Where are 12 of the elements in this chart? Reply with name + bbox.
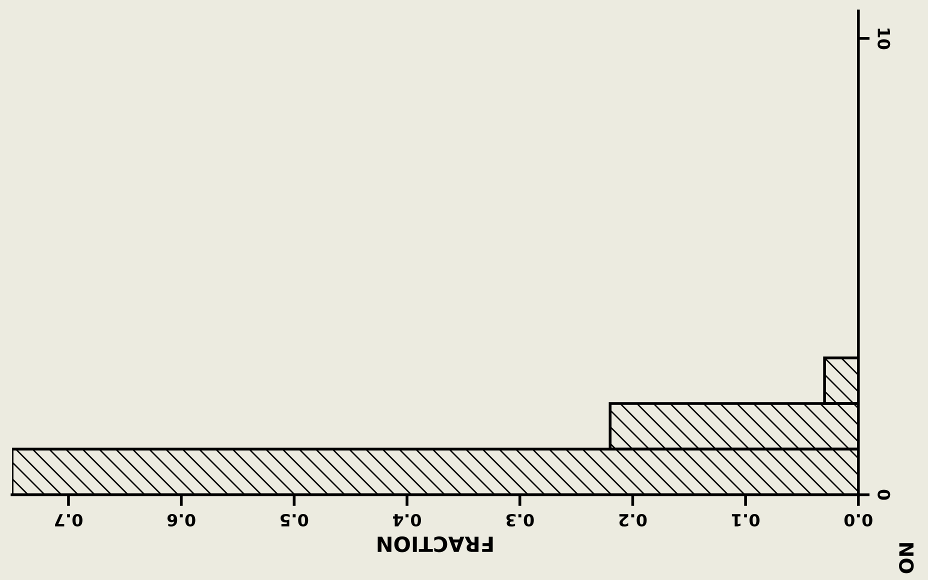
y-tick-label: 0 <box>878 490 890 500</box>
y-tick-label: 10 <box>878 28 890 50</box>
x-tick-label: 0.6 <box>167 514 196 527</box>
x-tick-label: 0.2 <box>619 514 647 527</box>
x-tick-label: 0.5 <box>280 514 308 527</box>
text: NO <box>899 543 914 574</box>
x-tick-label: 0.0 <box>844 514 872 527</box>
x-axis-title: FRACTION <box>378 536 493 552</box>
x-tick-label: 0.4 <box>393 514 421 527</box>
x-tick-label: 0.3 <box>506 514 534 527</box>
x-tick-label: 0.7 <box>55 514 82 527</box>
x-tick-label: 0.1 <box>732 514 760 527</box>
